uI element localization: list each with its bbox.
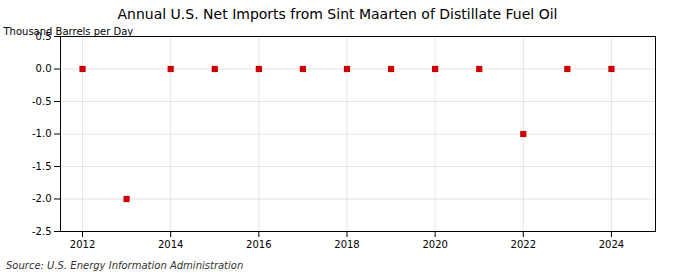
html-text:Annual U.S. Net Imports from S: Annual U.S. Net Imports from Sint Maarte… [117,6,558,22]
svg-text:-2.5: -2.5 [32,226,52,237]
svg-text:-1.0: -1.0 [32,128,52,139]
svg-text:Thousand Barrels per Day: Thousand Barrels per Day [3,26,134,37]
svg-text:2022: 2022 [511,239,536,250]
svg-text:2016: 2016 [246,239,271,250]
svg-text:0.0: 0.0 [36,63,52,74]
svg-text:-2.0: -2.0 [32,193,52,204]
html-text:Source: U.S. Energy Informatio: Source: U.S. Energy Information Administ… [6,260,244,271]
svg-text:-1.5: -1.5 [32,161,52,172]
svg-text:2014: 2014 [158,239,183,250]
svg-text:2020: 2020 [422,239,447,250]
svg-text:2012: 2012 [70,239,95,250]
svg-text:2024: 2024 [599,239,624,250]
svg-text:2018: 2018 [334,239,359,250]
svg-text:-0.5: -0.5 [32,96,52,107]
